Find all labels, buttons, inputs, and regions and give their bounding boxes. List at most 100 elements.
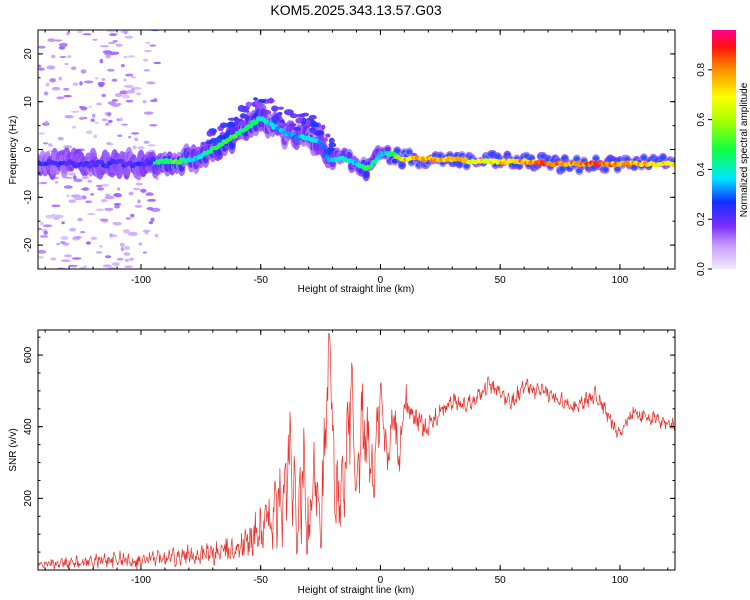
- noise-blob: [38, 67, 45, 71]
- noise-blob: [99, 218, 109, 221]
- ridge-core: [248, 123, 254, 129]
- noise-blob: [56, 96, 65, 100]
- noise-blob: [113, 203, 122, 206]
- noise-blob: [109, 33, 118, 36]
- noise-blob: [73, 236, 82, 239]
- noise-blob: [38, 249, 47, 254]
- noise-blob: [65, 176, 73, 179]
- ridge-mid: [573, 156, 580, 162]
- noise-blob: [78, 116, 85, 120]
- noise-blob: [109, 234, 118, 238]
- snr-frame: [37, 329, 676, 571]
- noise-blob: [38, 132, 45, 135]
- ridge-mid: [384, 146, 391, 152]
- noise-blob: [60, 259, 71, 263]
- noise-blob: [107, 266, 117, 269]
- noise-blob: [63, 185, 73, 189]
- noise-blob: [143, 58, 148, 62]
- noise-blob: [43, 91, 49, 96]
- snr-ticks: -100 -50 0 50 100 200 400 600: [23, 330, 675, 586]
- noise-blob: [61, 221, 65, 225]
- noise-blob: [51, 54, 56, 59]
- noise-blob: [87, 179, 93, 183]
- noise-blob: [79, 266, 86, 269]
- noise-blob: [51, 86, 61, 91]
- noise-blob: [146, 81, 156, 85]
- noise-blob: [116, 257, 124, 261]
- noise-blob: [114, 204, 120, 209]
- hump-blob: [272, 117, 278, 124]
- ridge-core: [320, 145, 326, 151]
- hump-blob: [308, 114, 317, 120]
- hump-blob: [200, 141, 207, 146]
- noise-blob: [51, 204, 61, 208]
- noise-blob: [81, 176, 90, 180]
- noise-blob: [102, 264, 112, 268]
- noise-blob: [140, 188, 147, 193]
- noise-blob: [106, 68, 115, 72]
- chart-title: KOM5.2025.343.13.57.G03: [270, 2, 441, 18]
- noise-blob: [132, 187, 141, 191]
- noise-blob: [92, 38, 98, 41]
- noise-blob: [101, 78, 106, 81]
- noise-blob: [64, 254, 72, 258]
- noise-blob: [68, 199, 77, 203]
- ridge-mid: [614, 166, 621, 172]
- y-tick-label: 10: [23, 96, 34, 108]
- noise-blob: [112, 40, 119, 43]
- colorbar-tick-label: 0.4: [696, 162, 707, 176]
- noise-blob: [85, 241, 91, 245]
- noise-blob: [97, 187, 105, 191]
- noise-blob: [128, 135, 132, 139]
- noise-blob: [121, 123, 129, 126]
- noise-blob: [142, 229, 151, 233]
- noise-blob: [105, 122, 110, 126]
- hump-blob: [244, 117, 249, 121]
- hump-blob: [277, 106, 284, 110]
- ridge-mid: [528, 156, 535, 161]
- noise-blob: [64, 63, 69, 66]
- ridge-mid: [394, 148, 401, 154]
- spectrogram-xlabel: Height of straight line (km): [298, 284, 415, 295]
- colorbar-tick-label: 0.2: [696, 212, 707, 226]
- noise-blob: [66, 194, 70, 197]
- ridge-mid: [602, 167, 609, 172]
- noise-blob: [120, 247, 124, 252]
- noise-blob: [55, 181, 59, 184]
- noise-blob: [46, 65, 56, 70]
- noise-blob: [38, 181, 42, 185]
- noise-blob: [64, 115, 74, 119]
- noise-blob: [54, 39, 63, 42]
- noise-blob: [134, 204, 143, 208]
- noise-blob: [80, 69, 87, 74]
- noise-blob: [116, 118, 120, 122]
- noise-blob: [63, 94, 72, 98]
- noise-blob: [147, 198, 157, 202]
- noise-blob: [125, 99, 134, 103]
- colorbar-ticks: 0.0 0.2 0.4 0.6 0.8: [696, 62, 712, 276]
- noise-blob: [131, 132, 140, 135]
- noise-blob: [124, 253, 130, 257]
- noise-blob: [135, 182, 143, 186]
- noise-blob: [127, 55, 136, 58]
- noise-blob: [104, 255, 112, 259]
- noise-blob: [90, 193, 95, 196]
- noise-blob: [130, 213, 135, 218]
- noise-blob: [112, 221, 122, 226]
- noise-blob: [96, 102, 103, 106]
- y-tick-label: 600: [23, 346, 34, 363]
- noise-blob: [99, 58, 104, 64]
- ridge-core-left: [149, 157, 156, 162]
- noise-blob: [66, 55, 72, 59]
- ridge-core-left: [103, 164, 110, 169]
- noise-blob: [58, 42, 68, 47]
- snr-xlabel: Height of straight line (km): [298, 585, 415, 596]
- hump-blob: [321, 124, 326, 130]
- noise-blob: [79, 81, 83, 86]
- noise-blob: [132, 145, 137, 150]
- noise-blob: [72, 125, 76, 129]
- noise-blob: [57, 136, 64, 141]
- hump-blob: [239, 119, 247, 126]
- noise-blob: [149, 124, 158, 127]
